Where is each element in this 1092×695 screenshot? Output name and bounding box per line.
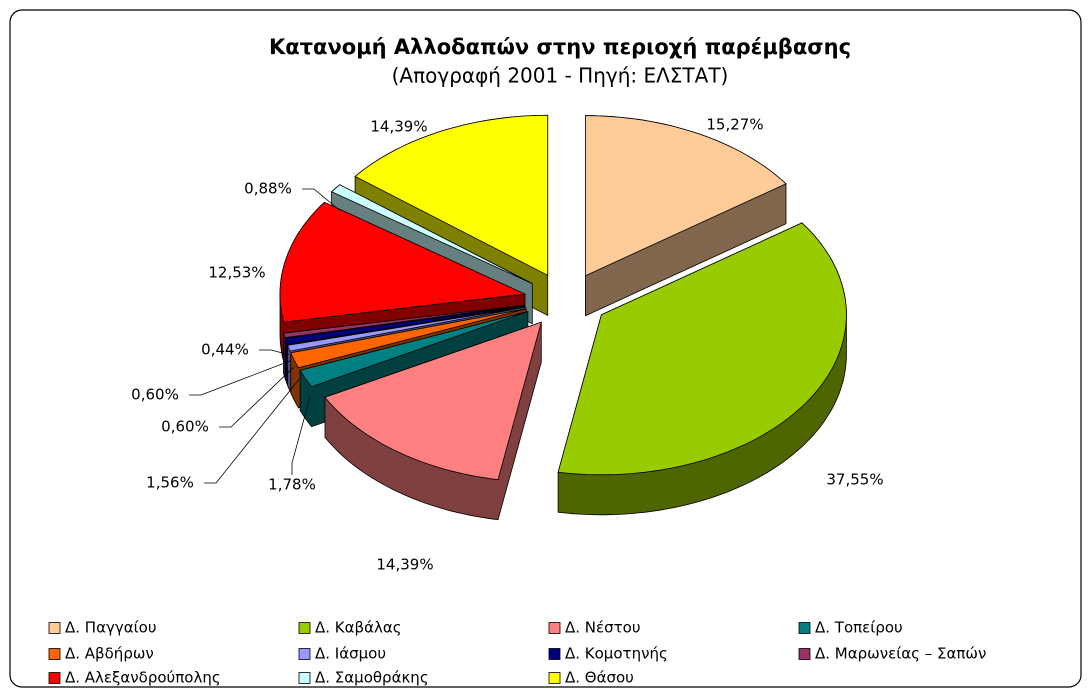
legend-swatch xyxy=(798,622,811,634)
slice xyxy=(290,308,527,369)
legend-label: Δ. Θάσου xyxy=(565,669,634,687)
slice xyxy=(330,184,533,284)
legend-swatch xyxy=(298,622,311,634)
slice xyxy=(585,115,787,277)
slice xyxy=(324,321,542,481)
legend-label: Δ. Μαρωνείας – Σαπών xyxy=(815,645,986,663)
data-label: 14,39% xyxy=(370,118,427,136)
legend-label: Δ. Αλεξανδρούπολης xyxy=(65,669,221,687)
slice xyxy=(299,311,529,388)
data-label: 37,55% xyxy=(826,471,883,489)
data-label: 0,60% xyxy=(131,386,179,404)
leader-line xyxy=(189,360,292,396)
leader-line xyxy=(204,379,300,484)
leader-line xyxy=(219,367,294,428)
legend-swatch xyxy=(48,648,61,660)
legend-swatch xyxy=(548,672,561,684)
legend-label: Δ. Ιάσμου xyxy=(315,645,386,663)
legend-swatch xyxy=(298,648,311,660)
legend-swatch xyxy=(48,672,61,684)
legend-swatch xyxy=(48,622,61,634)
legend-label: Δ. Νέστου xyxy=(565,619,641,637)
leader-line xyxy=(259,349,290,356)
data-label: 0,44% xyxy=(201,341,249,359)
data-label: 12,53% xyxy=(208,264,265,282)
slice xyxy=(282,304,525,339)
legend-swatch xyxy=(798,648,811,660)
slice xyxy=(557,222,847,476)
data-label: 1,78% xyxy=(268,476,316,494)
leader-line xyxy=(291,397,311,475)
legend-label: Δ. Παγγαίου xyxy=(65,619,157,637)
slice xyxy=(354,114,549,276)
legend-label: Δ. Καβάλας xyxy=(315,619,402,637)
legend-label: Δ. Κομοτηνής xyxy=(565,645,668,663)
legend-swatch xyxy=(298,672,311,684)
data-label: 0,88% xyxy=(244,180,292,198)
slice xyxy=(284,305,526,345)
slice xyxy=(279,201,527,323)
leader-line xyxy=(302,188,340,211)
data-label: 15,27% xyxy=(706,116,763,134)
slice xyxy=(286,306,526,352)
chart-subtitle: (Απογραφή 2001 - Πηγή: ΕΛΣΤΑΤ) xyxy=(392,64,729,88)
data-label: 14,39% xyxy=(376,556,433,574)
legend-label: Δ. Τοπείρου xyxy=(815,619,903,637)
legend-label: Δ. Σαμοθράκης xyxy=(315,669,429,687)
data-label: 0,60% xyxy=(161,418,209,436)
legend-swatch xyxy=(548,648,561,660)
legend-label: Δ. Αβδήρων xyxy=(65,645,154,663)
chart-border xyxy=(9,9,1082,688)
data-label: 1,56% xyxy=(146,474,194,492)
chart-title: Κατανομή Αλλοδαπών στην περιοχή παρέμβασ… xyxy=(269,35,851,59)
legend-swatch xyxy=(548,622,561,634)
